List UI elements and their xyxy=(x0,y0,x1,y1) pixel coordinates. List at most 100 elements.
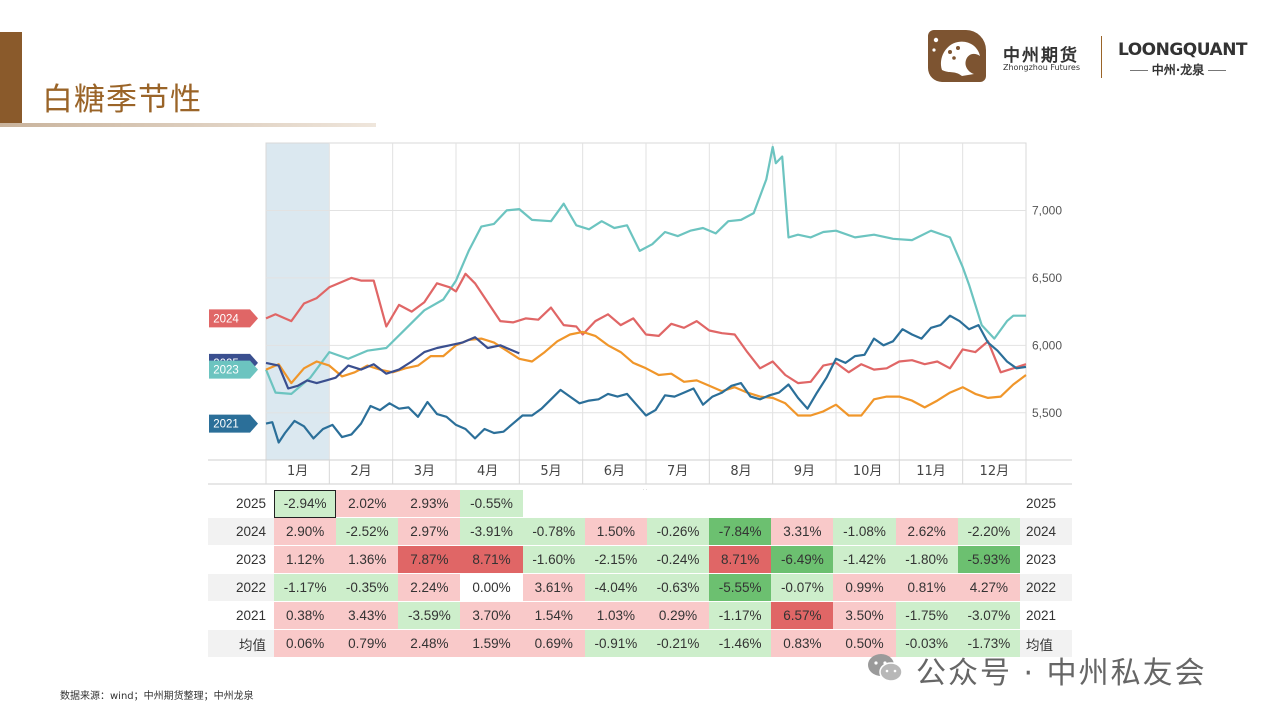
series-label-2024: 2024 xyxy=(209,309,258,328)
table-cell: 1.59% xyxy=(460,630,523,658)
y-tick-label: 7,000 xyxy=(1032,203,1062,217)
table-cell xyxy=(584,490,647,518)
table-cell: 0.50% xyxy=(833,630,896,658)
y-tick-label: 6,500 xyxy=(1032,271,1062,285)
table-cell: -3.07% xyxy=(957,602,1020,630)
x-tick-label: 3月 xyxy=(414,464,435,479)
x-tick-label: 5月 xyxy=(540,464,561,479)
series-label-2021: 2021 xyxy=(209,414,258,433)
table-cell: -0.35% xyxy=(336,574,399,602)
x-tick-label: 6月 xyxy=(604,464,625,479)
highlight-band xyxy=(266,143,330,460)
series-label-2023: 2023 xyxy=(209,360,258,379)
table-cell: 3.61% xyxy=(522,574,585,602)
table-cell: 1.03% xyxy=(584,602,647,630)
table-cell: 2.90% xyxy=(274,518,337,546)
table-cell xyxy=(895,490,958,518)
table-cell: -0.26% xyxy=(646,518,710,546)
series-label-bg xyxy=(209,360,258,379)
row-label: 2023 xyxy=(208,546,274,574)
x-tick-label: 2月 xyxy=(350,464,371,479)
table-cell: 8.71% xyxy=(460,546,523,574)
table-cell: 0.06% xyxy=(274,630,337,658)
x-tick-label: 12月 xyxy=(980,464,1010,479)
table-cell xyxy=(522,490,585,518)
table-cell xyxy=(957,490,1020,518)
table-cell: -1.80% xyxy=(895,546,958,574)
series-label-text: 2024 xyxy=(213,313,239,325)
table-cell: -2.15% xyxy=(584,546,647,574)
table-cell: -0.63% xyxy=(646,574,710,602)
loongquant-subtitle: 中州·龙泉 xyxy=(1118,61,1238,78)
y-tick-label: 5,500 xyxy=(1032,406,1062,420)
table-cell: 8.71% xyxy=(709,546,772,574)
table-row: 2022 -1.17% -0.35% 2.24% 0.00% 3.61% -4.04% -0.… xyxy=(208,574,1072,602)
row-label: 2021 xyxy=(208,602,274,630)
table-cell: 3.70% xyxy=(460,602,523,630)
table-cell: -1.42% xyxy=(833,546,896,574)
x-tick-label: 7月 xyxy=(667,464,688,479)
page-title: 白糖季节性 xyxy=(42,82,202,118)
table-cell: 0.79% xyxy=(336,630,399,658)
zhongzhou-logo-icon xyxy=(928,30,986,82)
table-cell xyxy=(709,490,772,518)
table-cell: -0.07% xyxy=(771,574,834,602)
series-label-bg xyxy=(209,414,258,433)
table-cell: -5.93% xyxy=(957,546,1020,574)
table-cell: 4.27% xyxy=(957,574,1020,602)
table-cell: 2.24% xyxy=(398,574,461,602)
table-cell: 0.00% xyxy=(460,574,523,602)
table-row: 均值 0.06% 0.79% 2.48% 1.59% 0.69% -0.91% -0.21% -… xyxy=(208,630,1072,658)
table-row: 2025 -2.94% 2.02% 2.93% -0.55% 2025 xyxy=(208,490,1072,518)
table-cell: 1.12% xyxy=(274,546,337,574)
series-label-text: 2023 xyxy=(213,365,239,377)
collapse-chevron-icon: ⌄ xyxy=(641,484,649,490)
monthly-return-table: 2025 -2.94% 2.02% 2.93% -0.55% 2025 2024 2.90% -… xyxy=(208,490,1072,658)
logo-en-name: Zhongzhou Futures xyxy=(1003,63,1081,72)
table-cell: 6.57% xyxy=(771,602,834,630)
table-cell: -2.52% xyxy=(336,518,399,546)
title-underline xyxy=(0,123,376,127)
series-line-2025 xyxy=(265,336,520,390)
table-cell: -2.20% xyxy=(957,518,1020,546)
x-tick-label: 1月 xyxy=(287,464,308,479)
logo-cn-name: 中州期货 xyxy=(1003,46,1079,66)
table-cell: -3.91% xyxy=(460,518,523,546)
x-tick-label: 8月 xyxy=(730,464,751,479)
x-tick-label: 10月 xyxy=(853,464,883,479)
row-label: 2022 xyxy=(208,574,274,602)
table-cell: 2.62% xyxy=(895,518,958,546)
row-label: 2024 xyxy=(208,518,274,546)
watermark-text: 公众号 · 中州私友会 xyxy=(916,656,1207,691)
table-cell: 0.29% xyxy=(646,602,710,630)
table-cell: -0.03% xyxy=(895,630,958,658)
x-tick-label: 4月 xyxy=(477,464,498,479)
table-cell: 2.48% xyxy=(398,630,461,658)
table-cell: -0.24% xyxy=(646,546,710,574)
y-tick-label: 6,000 xyxy=(1032,338,1062,352)
table-cell: -1.08% xyxy=(833,518,896,546)
logo-separator xyxy=(1101,36,1102,78)
table-cell: -0.78% xyxy=(522,518,585,546)
table-cell: 0.99% xyxy=(833,574,896,602)
table-cell: -0.91% xyxy=(584,630,647,658)
row-label-right: 2024 xyxy=(1020,518,1072,546)
row-label: 均值 xyxy=(208,630,274,658)
row-label-right: 均值 xyxy=(1020,630,1072,658)
row-label-right: 2023 xyxy=(1020,546,1072,574)
table-cell: 7.87% xyxy=(398,546,461,574)
table-cell: 2.02% xyxy=(336,490,399,518)
data-source-note: 数据来源：wind；中州期货整理；中州龙泉 xyxy=(60,691,254,702)
x-tick-label: 9月 xyxy=(794,464,815,479)
table-cell: 1.54% xyxy=(522,602,585,630)
x-tick-label: 11月 xyxy=(916,464,946,479)
table-cell: -5.55% xyxy=(709,574,772,602)
table-row: 2024 2.90% -2.52% 2.97% -3.91% -0.78% 1.50% -0.… xyxy=(208,518,1072,546)
table-cell: 0.69% xyxy=(522,630,585,658)
series-label-text: 2021 xyxy=(213,419,239,431)
table-cell: -3.59% xyxy=(398,602,461,630)
series-line-2024 xyxy=(265,272,1027,385)
table-cell: -0.55% xyxy=(460,490,523,518)
table-cell: 1.36% xyxy=(336,546,399,574)
series-line-2023 xyxy=(264,145,1026,395)
